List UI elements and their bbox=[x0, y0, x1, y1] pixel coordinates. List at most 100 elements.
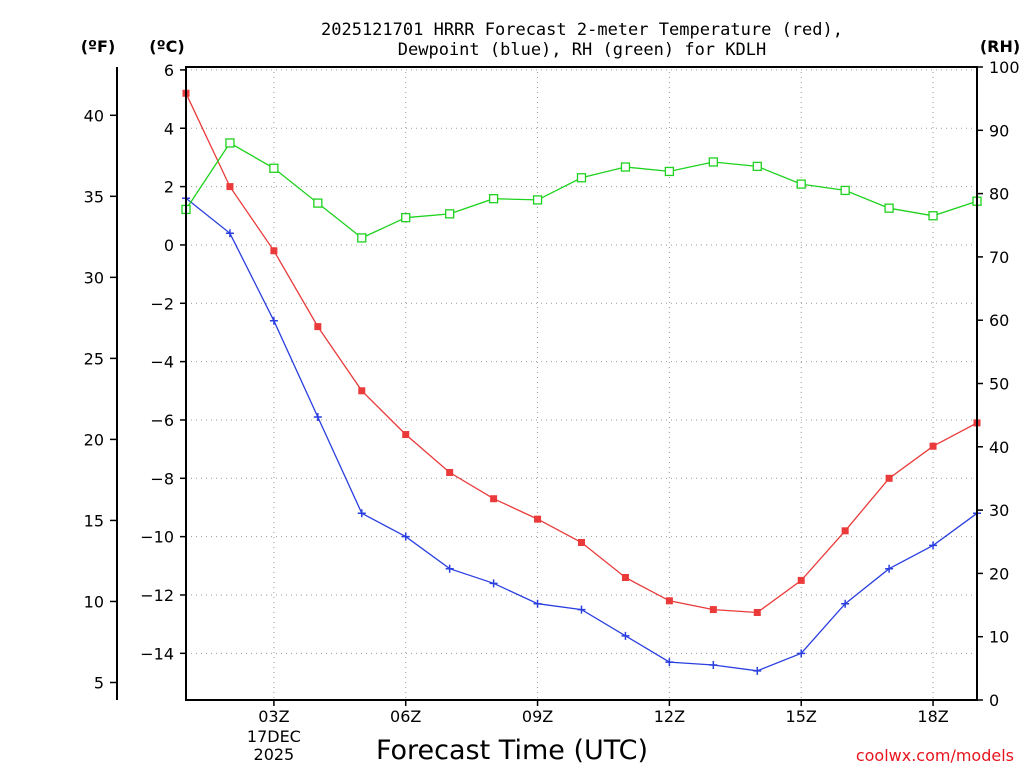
celsius-tick-label: 4 bbox=[164, 119, 174, 138]
rh-point bbox=[401, 213, 411, 223]
celsius-tick-label: −6 bbox=[150, 411, 174, 430]
dewpoint-point bbox=[577, 605, 586, 614]
temperature-point bbox=[446, 468, 454, 476]
temperature-point bbox=[578, 538, 585, 546]
dewpoint-point bbox=[401, 532, 410, 541]
credit-text: coolwx.com/models bbox=[856, 746, 1014, 765]
rh-point bbox=[796, 179, 806, 189]
rh-point bbox=[752, 161, 762, 172]
series-layer bbox=[181, 89, 982, 675]
rh-point bbox=[620, 162, 631, 172]
celsius-tick-label: −4 bbox=[150, 353, 174, 372]
rh-tick-label: 90 bbox=[989, 121, 1009, 140]
rh-tick-label: 10 bbox=[989, 628, 1009, 647]
x-tick-label: 15Z bbox=[786, 707, 817, 726]
rh-tick-label: 100 bbox=[989, 58, 1020, 77]
dewpoint-point bbox=[489, 579, 498, 588]
dewpoint-line bbox=[185, 197, 978, 672]
fahrenheit-tick-label: 25 bbox=[84, 349, 104, 368]
celsius-tick-label: −8 bbox=[150, 469, 174, 488]
x-tick-sublabel: 17DEC bbox=[247, 727, 301, 746]
dewpoint-point bbox=[225, 229, 234, 238]
temperature-line bbox=[185, 93, 978, 614]
x-tick-label: 03Z bbox=[258, 707, 289, 726]
celsius-tick-label: 0 bbox=[164, 236, 174, 255]
fahrenheit-tick-label: 30 bbox=[84, 268, 104, 287]
fahrenheit-tick-label: 20 bbox=[84, 430, 104, 449]
rh-tick-label: 40 bbox=[989, 438, 1009, 457]
fahrenheit-tick-label: 10 bbox=[84, 592, 104, 611]
temperature-point bbox=[314, 323, 322, 331]
temperature-point bbox=[270, 247, 278, 255]
dewpoint-point bbox=[269, 316, 278, 325]
chart-title-line-2: Dewpoint (blue), RH (green) for KDLH bbox=[398, 40, 766, 60]
rh-point bbox=[840, 185, 850, 196]
temperature-point bbox=[402, 431, 410, 439]
dewpoint-point bbox=[533, 599, 542, 608]
dewpoint-point bbox=[313, 413, 322, 422]
rh-point bbox=[313, 198, 323, 208]
dewpoint-point bbox=[753, 666, 762, 675]
temperature-point bbox=[665, 597, 673, 605]
x-tick-label: 09Z bbox=[522, 707, 553, 726]
fahrenheit-unit-label: (ºF) bbox=[81, 37, 116, 56]
celsius-tick-label: −12 bbox=[140, 586, 174, 605]
rh-point bbox=[576, 173, 587, 183]
temperature-point bbox=[797, 576, 805, 584]
rh-point bbox=[488, 194, 499, 204]
rh-tick-label: 50 bbox=[989, 375, 1009, 394]
celsius-tick-label: 6 bbox=[164, 61, 174, 80]
dewpoint-point bbox=[841, 599, 850, 608]
rh-unit-label: (RH) bbox=[980, 37, 1020, 56]
dewpoint-point bbox=[709, 660, 718, 669]
rh-point bbox=[928, 211, 938, 221]
dewpoint-point bbox=[665, 658, 674, 667]
celsius-tick-label: −2 bbox=[150, 294, 174, 313]
dewpoint-point bbox=[357, 509, 366, 518]
rh-point bbox=[708, 157, 718, 167]
dewpoint-point bbox=[929, 541, 938, 550]
dewpoint-point bbox=[885, 564, 894, 573]
rh-point bbox=[532, 195, 543, 205]
dewpoint-point bbox=[445, 564, 454, 573]
temperature-point bbox=[885, 474, 893, 482]
rh-tick-label: 70 bbox=[989, 248, 1009, 267]
chart-title-line-1: 2025121701 HRRR Forecast 2-meter Tempera… bbox=[321, 20, 843, 40]
temperature-point bbox=[534, 515, 542, 523]
x-tick-label: 18Z bbox=[917, 707, 948, 726]
rh-point bbox=[445, 209, 455, 219]
rh-tick-label: 20 bbox=[989, 564, 1009, 583]
celsius-unit-label: (ºC) bbox=[149, 37, 184, 56]
dewpoint-point bbox=[621, 631, 630, 640]
rh-tick-label: 80 bbox=[989, 185, 1009, 204]
temperature-point bbox=[753, 608, 761, 616]
celsius-tick-label: 2 bbox=[164, 178, 174, 197]
fahrenheit-tick-label: 5 bbox=[94, 673, 104, 692]
rh-point bbox=[664, 166, 675, 177]
x-tick-label: 06Z bbox=[390, 707, 421, 726]
x-tick-sublabel: 2025 bbox=[254, 745, 295, 764]
fahrenheit-tick-label: 35 bbox=[84, 187, 104, 206]
plot-frame bbox=[185, 66, 978, 701]
rh-tick-label: 0 bbox=[989, 691, 999, 710]
x-axis-title: Forecast Time (UTC) bbox=[376, 735, 648, 766]
grid-layer bbox=[186, 67, 977, 700]
celsius-tick-label: −14 bbox=[140, 644, 174, 663]
fahrenheit-tick-label: 15 bbox=[84, 511, 104, 530]
temperature-point bbox=[490, 495, 498, 503]
rh-line bbox=[185, 142, 978, 239]
temperature-point bbox=[929, 442, 937, 450]
temperature-point bbox=[709, 606, 717, 614]
x-tick-label: 12Z bbox=[654, 707, 685, 726]
rh-point bbox=[357, 233, 367, 243]
celsius-tick-label: −10 bbox=[140, 528, 174, 547]
rh-point bbox=[884, 203, 894, 213]
temperature-point bbox=[226, 183, 234, 191]
fahrenheit-tick-label: 40 bbox=[84, 106, 104, 125]
rh-tick-label: 60 bbox=[989, 311, 1009, 330]
temperature-point bbox=[621, 573, 629, 581]
rh-point bbox=[225, 138, 235, 148]
temperature-point bbox=[841, 527, 849, 535]
